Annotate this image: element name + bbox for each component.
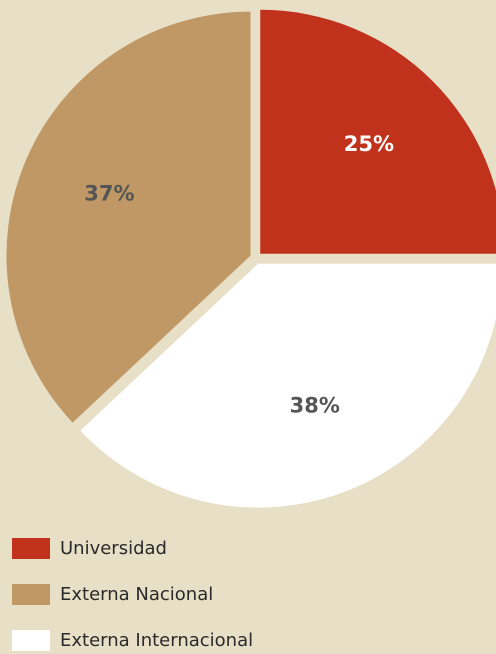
slice-label: 25% (344, 132, 394, 156)
slice-label: 38% (290, 394, 340, 418)
legend-label: Universidad (60, 538, 167, 559)
legend-label: Externa Nacional (60, 584, 213, 605)
legend-label: Externa Internacional (60, 630, 253, 651)
pie-slice (80, 263, 496, 508)
pie-slice (6, 11, 251, 423)
pie-slice (260, 9, 496, 254)
slice-label: 37% (84, 182, 134, 206)
legend-swatch (12, 584, 50, 605)
legend-swatch (12, 538, 50, 559)
legend-swatch (12, 630, 50, 651)
